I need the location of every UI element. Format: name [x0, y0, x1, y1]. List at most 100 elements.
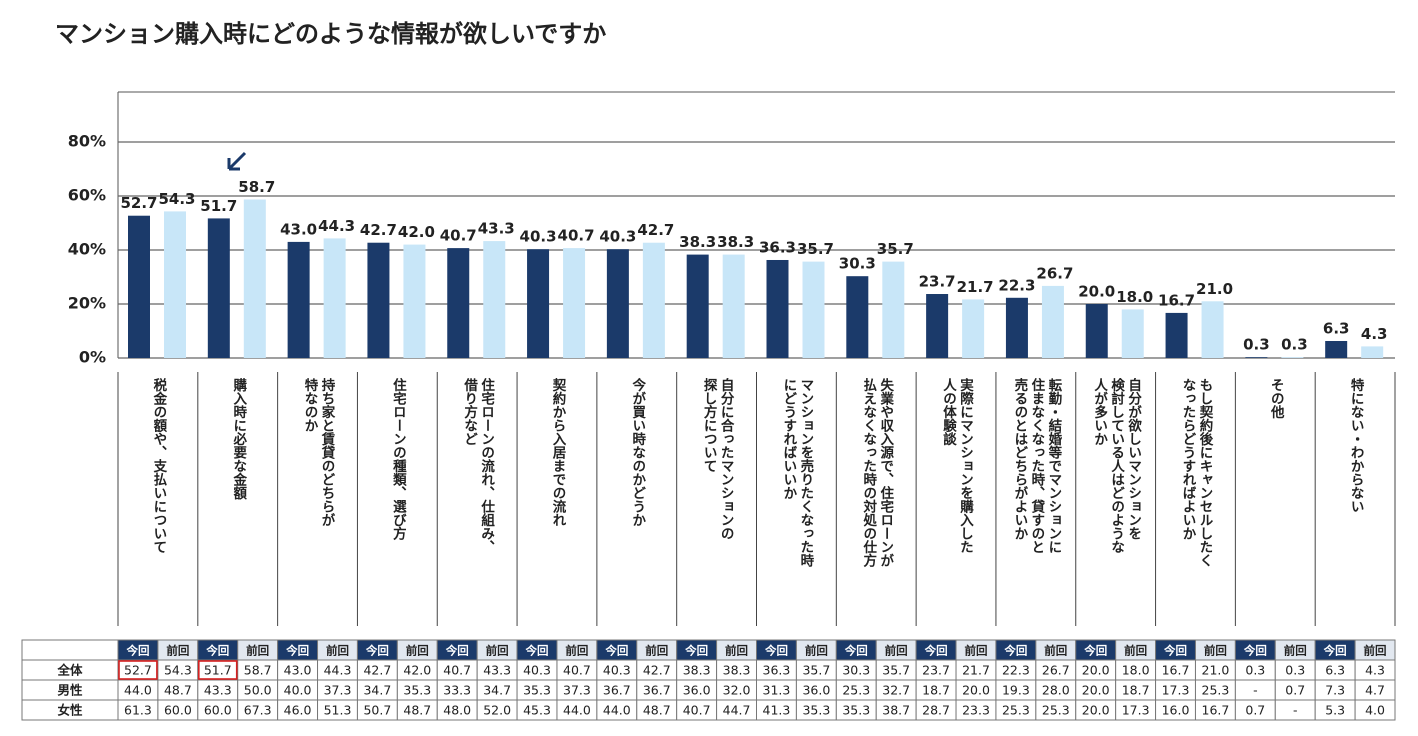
table-value: 28.7: [922, 703, 950, 718]
category-label: 転勤・結婚等でマンションに 住まなくなった時、貸すのと 売るのとはどちらがよいか: [1011, 378, 1062, 554]
row-label: 全体: [56, 663, 83, 678]
table-header: 今回: [684, 644, 708, 658]
table-value: 0.7: [1285, 683, 1305, 698]
row-label: 男性: [57, 683, 83, 698]
table-value: 42.7: [643, 663, 671, 678]
table-value: 16.7: [1162, 663, 1190, 678]
highlight-box: [118, 660, 158, 680]
y-tick-label: 0%: [79, 348, 106, 367]
bar: [766, 259, 789, 358]
table-header: 今回: [764, 644, 788, 658]
table-value: 40.7: [683, 703, 711, 718]
table-value: 54.3: [164, 663, 192, 678]
table-value: 22.3: [1002, 663, 1030, 678]
table-value: 58.7: [244, 663, 272, 678]
category-cell: 購入時に必要な金額: [198, 378, 278, 624]
table-value: 25.3: [1042, 703, 1070, 718]
category-cell: 持ち家と賃貸のどちらが 特なのか: [278, 378, 358, 624]
table-value: 51.7: [204, 663, 232, 678]
bar: [1041, 285, 1064, 358]
bar: [483, 241, 506, 358]
table-value: 31.3: [763, 683, 791, 698]
category-label: 特にない・わからない: [1347, 378, 1364, 513]
category-label: 契約から入居までの流れ: [549, 378, 566, 527]
data-label: 40.7: [440, 227, 477, 245]
table-value: -: [1253, 683, 1258, 698]
table-value: 33.3: [443, 683, 471, 698]
table-value: 18.7: [1122, 683, 1150, 698]
table-value: 4.0: [1365, 703, 1385, 718]
table-value: 50.0: [244, 683, 272, 698]
data-label: 35.7: [877, 240, 914, 258]
table-value: 18.0: [1122, 663, 1150, 678]
table-value: 46.0: [284, 703, 312, 718]
category-cell: 税金の額や、支払いについて: [118, 378, 198, 624]
bar: [1005, 297, 1028, 358]
table-value: 23.7: [922, 663, 950, 678]
table-value: 34.7: [363, 683, 391, 698]
table-header: 今回: [1163, 644, 1187, 658]
table-header: 今回: [844, 644, 868, 658]
data-label: 22.3: [998, 276, 1035, 294]
table-value: 60.0: [204, 703, 232, 718]
table-value: 23.3: [962, 703, 990, 718]
bar: [1201, 301, 1224, 358]
table-value: 20.0: [1082, 683, 1110, 698]
category-cell: もし契約後にキャンセルしたく なったらどうすればよいか: [1156, 378, 1236, 624]
data-label: 52.7: [120, 194, 157, 212]
table-value: 67.3: [244, 703, 272, 718]
table-value: 26.7: [1042, 663, 1070, 678]
bar: [447, 248, 470, 358]
category-cell: その他: [1235, 378, 1315, 624]
bar: [686, 254, 709, 358]
table-value: 18.7: [922, 683, 950, 698]
category-label: 住宅ローンの流れ、仕組み、 借り方など: [461, 378, 495, 554]
category-label: 住宅ローンの種類、選び方: [389, 378, 406, 540]
data-label: 42.0: [398, 223, 435, 241]
category-label: マンションを売りたくなった時 にどうすればいいか: [780, 378, 814, 567]
bar: [1165, 312, 1188, 358]
table-value: 61.3: [124, 703, 152, 718]
table-value: 35.7: [802, 663, 830, 678]
bar: [367, 242, 390, 358]
table-value: 43.3: [483, 663, 511, 678]
table-value: 16.7: [1202, 703, 1230, 718]
table-header: 前回: [885, 644, 908, 658]
data-label: 51.7: [200, 197, 237, 215]
table-header: 前回: [166, 644, 189, 658]
table-cell: [21, 639, 119, 661]
bar: [926, 294, 949, 358]
table-value: 16.0: [1162, 703, 1190, 718]
bar: [1361, 346, 1384, 358]
category-cell: 自分に合ったマンションの 探し方について: [677, 378, 757, 624]
table-value: 48.0: [443, 703, 471, 718]
data-label: 21.0: [1196, 280, 1233, 298]
bar: [1085, 304, 1108, 358]
table-value: 7.3: [1325, 683, 1345, 698]
table-header: 今回: [365, 644, 389, 658]
data-label: 44.3: [318, 217, 355, 235]
data-label: 38.3: [717, 233, 754, 251]
y-tick-label: 80%: [68, 132, 106, 151]
bar: [882, 261, 905, 358]
category-cell: 契約から入居までの流れ: [517, 378, 597, 624]
table-header: 前回: [1044, 644, 1067, 658]
table-value: 0.3: [1245, 663, 1265, 678]
table-value: 25.3: [1202, 683, 1230, 698]
table-header: 今回: [1323, 644, 1347, 658]
table-value: 40.3: [523, 663, 551, 678]
bar: [962, 299, 985, 358]
category-label: その他: [1267, 378, 1284, 419]
table-value: 36.3: [763, 663, 791, 678]
table-value: 44.7: [723, 703, 751, 718]
table-value: 52.0: [483, 703, 511, 718]
table-header: 前回: [725, 644, 748, 658]
bar: [802, 261, 825, 358]
table-value: 20.0: [1082, 663, 1110, 678]
bar: [287, 241, 310, 358]
data-label: 38.3: [679, 233, 716, 251]
table-value: 41.3: [763, 703, 791, 718]
data-label: 6.3: [1323, 319, 1350, 337]
table-header: 前回: [805, 644, 828, 658]
